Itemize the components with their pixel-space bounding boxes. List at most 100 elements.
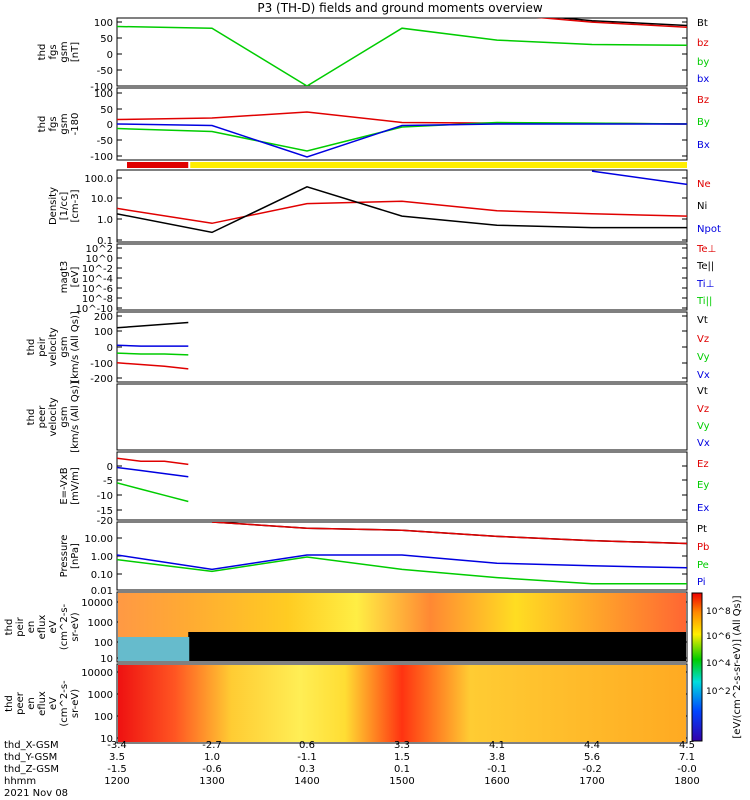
ylabel-line: thd	[4, 695, 15, 712]
series-Npot	[591, 170, 687, 186]
xaxis-value: -1.1	[297, 752, 317, 763]
ylabel-line: fgs	[48, 116, 59, 131]
panel-frame	[116, 17, 688, 87]
legend-Npot: Npot	[697, 224, 721, 235]
series-bz	[535, 18, 687, 28]
ytick-label: 0	[107, 120, 113, 131]
legend-Bx: Bx	[697, 140, 710, 151]
legend-Ne: Ne	[697, 179, 711, 190]
panel-peir-velocity: thd peir velocity gsm [km/s (All Qs)] 200 100 0…	[26, 311, 710, 385]
xaxis-value: 0.6	[299, 740, 315, 751]
colorbar-tick: 10^4	[706, 659, 731, 669]
xaxis-value: 1700	[579, 776, 604, 787]
spectrogram-peir-left	[118, 637, 190, 661]
panel-frame	[116, 591, 688, 663]
ytick-label: 10000	[81, 598, 113, 609]
date-label: 2021 Nov 08	[4, 788, 68, 799]
ytick-label: 200	[94, 312, 113, 323]
panel-density: Density [1/cc] [cm-3]100.0 10.0 1.0 0.1 Ne Ni Np…	[48, 169, 721, 247]
legend-bx: bx	[697, 74, 709, 85]
ytick-label: 0	[107, 50, 113, 61]
ytick-label: 10.0	[91, 194, 113, 205]
xaxis-row-name: thd_Y-GSM	[4, 752, 57, 763]
xaxis-value: -0.6	[202, 764, 222, 775]
panel-frame	[116, 663, 688, 744]
ylabel-line: eV	[48, 697, 59, 710]
panel-frame	[116, 451, 688, 521]
legend-Pt: Pt	[697, 524, 707, 535]
series-Bz	[117, 111, 687, 125]
panel-frame	[116, 383, 688, 451]
ytick-label: 10^-8	[82, 294, 113, 305]
ylabel-line: E=-VxB	[59, 467, 70, 504]
ylabel-line: en	[26, 697, 37, 710]
panel-temperature: magt3 [eV] 10^210^010^-210^-410^-610^-810^…	[59, 243, 716, 315]
xaxis-value: -2.7	[202, 740, 222, 751]
ylabel-line: [nT]	[70, 42, 81, 62]
xaxis-value: 1500	[389, 776, 414, 787]
ylabel-line: magt3	[59, 261, 70, 294]
ylabel-line: en	[26, 621, 37, 634]
colorbar-tick: 10^8	[706, 607, 731, 617]
legend-Te⊥: Te⊥	[696, 244, 716, 255]
ytick-label: 10	[100, 734, 113, 745]
xaxis-value: 1600	[484, 776, 509, 787]
series-By	[117, 121, 687, 152]
ylabel-line: velocity	[48, 397, 59, 436]
ylabel-line: sr-eV)	[70, 689, 81, 718]
series-Bx	[117, 123, 687, 158]
xaxis-value: 3.8	[489, 752, 505, 763]
series-Ey	[117, 482, 189, 503]
ylabel-line: peer	[37, 405, 48, 429]
legend-Vt: Vt	[697, 386, 708, 397]
xaxis-value: -1.5	[107, 764, 127, 775]
ylabel-line: eflux	[37, 615, 48, 640]
xaxis-value: 1.5	[394, 752, 410, 763]
ylabel-line: [km/s (All Qs)]	[70, 311, 81, 383]
xaxis-value: 1.0	[204, 752, 220, 763]
panel-peir-spec: thd peir en eflux eV (cm^2-s-sr-eV)10000 1000 1…	[4, 591, 688, 665]
ylabel-line: peer	[15, 691, 26, 715]
xaxis-value: 7.1	[679, 752, 695, 763]
legend-Ni: Ni	[697, 201, 707, 212]
legend-Ez: Ez	[697, 459, 709, 470]
ylabel-line: [nPa]	[70, 543, 81, 569]
legend-Pe: Pe	[697, 560, 709, 571]
orbit-bar-yellow	[190, 162, 687, 168]
panel-fgs-gsm: thd fgs gsm [nT] 100 50 0 -50 -100 Bt bz by bx	[37, 17, 709, 93]
legend-Vx: Vx	[697, 370, 710, 381]
ytick-label: 10.00	[84, 534, 113, 545]
series-Pi	[117, 554, 687, 571]
ytick-label: -50	[97, 136, 113, 147]
series-Vt	[117, 321, 189, 329]
legend-Vt: Vt	[697, 315, 708, 326]
xaxis-row-name: thd_Z-GSM	[4, 764, 59, 775]
ylabel-line: [km/s (All Qs)]	[70, 381, 81, 453]
series-Pe	[117, 556, 687, 585]
legend-Vx: Vx	[697, 438, 710, 449]
panel-frame	[116, 169, 688, 243]
ylabel-line: eV	[48, 620, 59, 633]
ytick-label: 0.1	[97, 236, 113, 247]
ylabel-line: eflux	[37, 691, 48, 716]
ylabel-line: thd	[37, 116, 48, 133]
panel-frame	[116, 243, 688, 311]
legend-bz: bz	[697, 38, 709, 49]
series-Vz	[117, 362, 189, 370]
xaxis-value: 3.3	[394, 740, 410, 751]
ytick-label: 10^-10	[76, 304, 113, 315]
ytick-label: -100	[90, 152, 113, 163]
xaxis-row-name: hhmm	[4, 776, 36, 787]
legend-Ti⊥: Ti⊥	[696, 279, 714, 290]
series-Vy	[117, 352, 189, 356]
colorbar-tick: 10^2	[706, 687, 731, 697]
legend-Pb: Pb	[697, 542, 709, 553]
ytick-label: 100	[94, 638, 113, 649]
xaxis-value: 5.6	[584, 752, 600, 763]
series-Ex	[117, 466, 189, 478]
series-Pb	[211, 522, 687, 545]
panel-fgs-gse: thd fgs gsm -180 100 50 0 -50 -100 Bz By Bx	[37, 87, 710, 163]
ytick-label: 10000	[81, 668, 113, 679]
ylabel-line: sr-eV)	[70, 612, 81, 641]
